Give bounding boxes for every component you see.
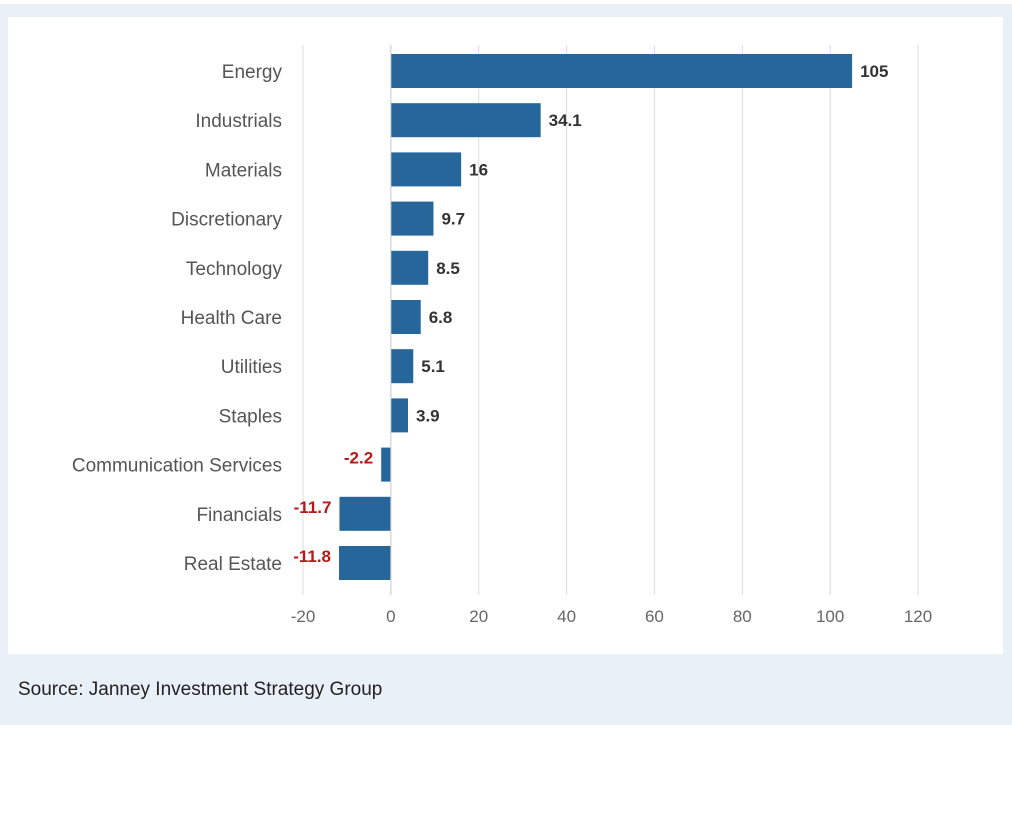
x-tick-label: 40 — [557, 607, 576, 626]
chart-container: -20 0 20 40 60 80 100 120 Energy 105 Industrials 34… — [0, 4, 1012, 725]
category-label: Health Care — [181, 308, 282, 329]
category-label: Financials — [196, 505, 282, 526]
bar — [390, 103, 541, 138]
category-label: Industrials — [195, 111, 282, 132]
data-label: 16 — [469, 160, 488, 179]
data-label: 9.7 — [441, 210, 465, 229]
x-tick-label: 80 — [733, 607, 752, 626]
bar — [390, 398, 408, 433]
category-label: Technology — [186, 259, 283, 280]
x-tick-label: 60 — [645, 607, 664, 626]
data-label: 8.5 — [436, 259, 460, 278]
category-label: Energy — [222, 62, 283, 83]
x-tick-label: 100 — [816, 607, 844, 626]
x-tick-label: -20 — [291, 607, 316, 626]
bar — [339, 546, 391, 580]
bar — [381, 447, 391, 482]
data-label: 5.1 — [421, 357, 445, 376]
data-label: -11.8 — [293, 547, 331, 566]
chart-card: -20 0 20 40 60 80 100 120 Energy 105 Industrials 34… — [8, 17, 1003, 654]
bar — [390, 54, 853, 88]
x-tick-label: 0 — [386, 607, 395, 626]
bar — [390, 152, 462, 187]
data-label: 105 — [860, 62, 888, 81]
x-tick-label: 20 — [469, 607, 488, 626]
data-label: -2.2 — [344, 449, 373, 468]
data-label: 3.9 — [416, 406, 440, 425]
category-label: Staples — [219, 406, 282, 427]
category-label: Utilities — [221, 357, 282, 378]
bar — [390, 349, 414, 384]
bar — [390, 250, 429, 285]
data-label: 6.8 — [429, 308, 453, 327]
category-label: Communication Services — [72, 456, 282, 477]
data-label: 34.1 — [549, 111, 582, 130]
category-label: Materials — [205, 160, 282, 181]
category-label: Discretionary — [171, 210, 282, 231]
data-label: -11.7 — [294, 498, 332, 517]
bar-chart: -20 0 20 40 60 80 100 120 Energy 105 Industrials 34… — [72, 45, 932, 626]
bar — [390, 201, 434, 236]
bar — [390, 300, 421, 334]
bar — [339, 496, 391, 531]
source-note: Source: Janney Investment Strategy Group — [18, 679, 383, 700]
category-label: Real Estate — [184, 554, 282, 575]
x-tick-label: 120 — [904, 607, 932, 626]
